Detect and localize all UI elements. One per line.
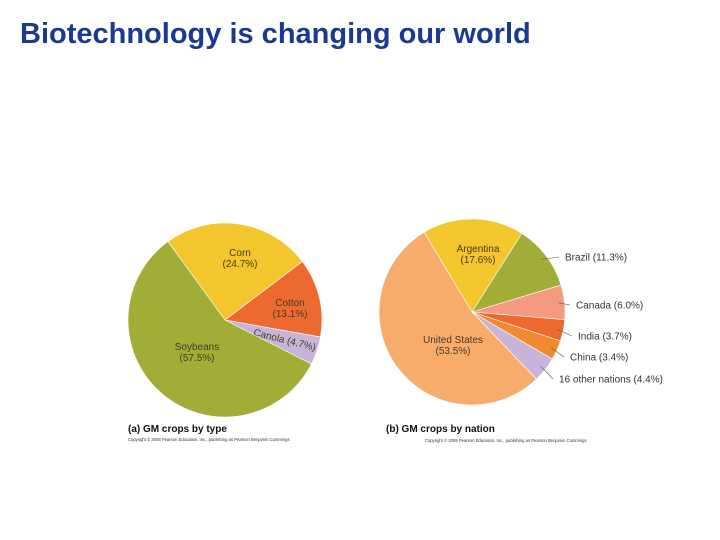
pie-chart-crops-by-type: Corn (24.7%)Cotton (13.1%)Canola (4.7%)Soy… — [127, 222, 323, 418]
slice-label-brazil: Brazil (11.3%) — [565, 253, 627, 264]
slice-label-cotton: Cotton (13.1%) — [272, 298, 307, 320]
slice-label-soybeans: Soybeans (57.5%) — [175, 342, 219, 364]
slice-label-canada: Canada (6.0%) — [576, 301, 643, 312]
leader-line-china — [551, 347, 565, 358]
copyright-b: Copyright © 2008 Pearson Education, Inc.… — [425, 438, 587, 443]
leader-line-india — [557, 328, 573, 337]
slice-label-16-other-nations: 16 other nations (4.4%) — [559, 375, 663, 386]
caption-crops-by-nation: (b) GM crops by nation — [386, 424, 495, 435]
pie-slice-brazil — [471, 233, 562, 313]
pie-slice-soybeans — [127, 241, 312, 418]
slice-label-argentina: Argentina (17.6%) — [457, 244, 500, 266]
pie-chart-crops-by-nation: Argentina (17.6%) Brazil (11.3%) Canada (6.… — [378, 218, 663, 406]
slice-label-india: India (3.7%) — [578, 332, 632, 343]
slice-label-corn: Corn (24.7%) — [222, 248, 257, 270]
leader-line-canada — [558, 302, 571, 306]
caption-crops-by-type: (a) GM crops by type — [128, 424, 227, 435]
pie-slice-united-states — [378, 231, 537, 406]
slice-label-china: China (3.4%) — [570, 353, 628, 364]
pie-slice-cotton — [224, 261, 323, 338]
copyright-a: Copyright © 2008 Pearson Education, Inc.… — [128, 437, 290, 442]
leader-line-16-other-nations — [540, 365, 554, 380]
pie-slice-corn — [167, 222, 303, 321]
slide-title: Biotechnology is changing our world — [20, 18, 531, 50]
leader-line-brazil — [541, 256, 560, 260]
slice-label-united-states: United States (53.5%) — [423, 335, 483, 357]
pie-slice-argentina — [423, 218, 523, 313]
